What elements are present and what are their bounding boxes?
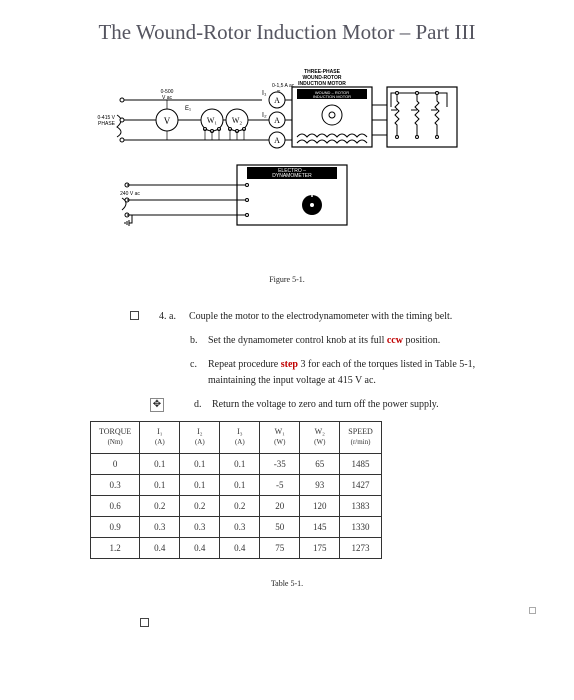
table-cell: -5 (260, 474, 300, 495)
instruction-d: Return the voltage to zero and turn off … (212, 397, 504, 413)
resize-handle-icon (529, 607, 536, 614)
instruction-number: 4. a. (159, 309, 189, 325)
table-row: 0.60.20.20.2201201383 (91, 495, 382, 516)
sub-letter-b: b. (190, 333, 208, 349)
svg-text:INDUCTION MOTOR: INDUCTION MOTOR (313, 94, 351, 99)
col-i3: I₃(A) (220, 422, 260, 454)
table-cell: 0.1 (220, 474, 260, 495)
svg-text:A: A (274, 136, 280, 145)
svg-text:A: A (274, 116, 280, 125)
svg-text:0-1,5 A ac: 0-1,5 A ac (272, 83, 295, 89)
svg-text:W₂: W₂ (232, 116, 243, 125)
col-w2: W₂(W) (300, 422, 340, 454)
svg-text:V: V (164, 116, 171, 126)
table-row: 0.90.30.30.3501451330 (91, 516, 382, 537)
col-speed: SPEED(r/min) (340, 422, 381, 454)
svg-text:E₁: E₁ (185, 106, 191, 112)
col-i2: I₂(A) (180, 422, 220, 454)
table-cell: 0.9 (91, 516, 140, 537)
col-i1: I₁(A) (140, 422, 180, 454)
table-cell: 0.4 (220, 537, 260, 558)
table-cell: -35 (260, 453, 300, 474)
data-table: TORQUE(Nm) I₁(A) I₂(A) I₃(A) W₁(W) W₂(W)… (90, 421, 382, 559)
col-torque: TORQUE(Nm) (91, 422, 140, 454)
table-cell: 1273 (340, 537, 381, 558)
table-cell: 0.2 (140, 495, 180, 516)
sub-letter-d: d. (194, 397, 212, 413)
table-cell: 1485 (340, 453, 381, 474)
svg-text:W₁: W₁ (207, 116, 218, 125)
table-cell: 0.1 (180, 474, 220, 495)
wiring-diagram: THREE-PHASE WOUND-ROTOR INDUCTION MOTOR … (97, 65, 477, 265)
svg-text:240 V ac: 240 V ac (120, 191, 140, 197)
table-cell: 0.3 (140, 516, 180, 537)
table-cell: 0.4 (180, 537, 220, 558)
table-cell: 93 (300, 474, 340, 495)
table-cell: 0.4 (140, 537, 180, 558)
instruction-a: Couple the motor to the electrodynamomet… (189, 309, 504, 325)
table-cell: 1.2 (91, 537, 140, 558)
table-cell: 175 (300, 537, 340, 558)
table-cell: 0.1 (180, 453, 220, 474)
sub-letter-c: c. (190, 357, 208, 389)
table-cell: 0.1 (220, 453, 260, 474)
instruction-b: Set the dynamometer control knob at its … (208, 333, 504, 349)
instructions-block: 4. a. Couple the motor to the electrodyn… (130, 309, 504, 413)
svg-text:INDUCTION MOTOR: INDUCTION MOTOR (298, 81, 346, 87)
table-cell: 145 (300, 516, 340, 537)
table-row: 1.20.40.40.4751751273 (91, 537, 382, 558)
table-cell: 120 (300, 495, 340, 516)
table-row: 0.30.10.10.1-5931427 (91, 474, 382, 495)
instruction-c: Repeat procedure step 3 for each of the … (208, 357, 504, 389)
table-cell: 20 (260, 495, 300, 516)
checkbox-icon (140, 618, 149, 627)
table-cell: 0.3 (220, 516, 260, 537)
svg-text:3 PHASE: 3 PHASE (97, 121, 116, 127)
table-cell: 0.3 (91, 474, 140, 495)
page-title: The Wound-Rotor Induction Motor – Part I… (50, 20, 524, 45)
move-icon: ✥ (150, 398, 164, 412)
table-cell: 1330 (340, 516, 381, 537)
table-cell: 0.3 (180, 516, 220, 537)
col-w1: W₁(W) (260, 422, 300, 454)
table-row: 00.10.10.1-35651485 (91, 453, 382, 474)
table-caption: Table 5-1. (50, 579, 524, 588)
table-cell: 0.2 (180, 495, 220, 516)
table-cell: 0 (91, 453, 140, 474)
svg-text:A: A (274, 96, 280, 105)
svg-text:I₂: I₂ (262, 112, 267, 119)
table-cell: 65 (300, 453, 340, 474)
table-cell: 1383 (340, 495, 381, 516)
table-cell: 0.6 (91, 495, 140, 516)
table-cell: 0.1 (140, 453, 180, 474)
table-cell: 1427 (340, 474, 381, 495)
table-cell: 75 (260, 537, 300, 558)
figure-caption: Figure 5-1. (50, 275, 524, 284)
table-cell: 0.2 (220, 495, 260, 516)
svg-text:I₁: I₁ (262, 90, 267, 97)
checkbox-icon (130, 311, 139, 320)
svg-text:DYNAMOMETER: DYNAMOMETER (272, 173, 312, 179)
table-cell: 0.1 (140, 474, 180, 495)
table-cell: 50 (260, 516, 300, 537)
